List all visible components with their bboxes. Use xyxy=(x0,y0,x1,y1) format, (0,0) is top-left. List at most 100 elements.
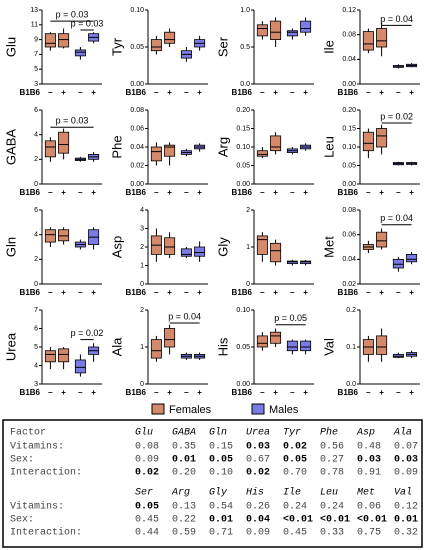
x-tick-label: + xyxy=(303,188,308,197)
table-cell: 0.01 xyxy=(209,515,233,526)
table-cell: <0.01 xyxy=(357,515,387,526)
y-axis-title: Gln xyxy=(3,237,18,257)
box xyxy=(180,248,192,257)
x-tick-label: + xyxy=(197,188,202,197)
x-tick-label: – xyxy=(366,288,371,297)
y-tick-label: 0.20 xyxy=(342,107,356,114)
box xyxy=(58,229,70,242)
box xyxy=(362,131,374,152)
table-cell: 0.07 xyxy=(394,442,418,453)
y-tick-label: 5 xyxy=(34,66,38,73)
y-tick-label: 1 xyxy=(140,344,144,351)
x-tick-label: + xyxy=(303,288,308,297)
y-tick-label: 0 xyxy=(34,181,38,188)
p-value: p = 0.04 xyxy=(168,311,201,321)
box xyxy=(300,340,312,352)
y-tick-label: 3 xyxy=(140,225,144,232)
row-label: Sex: xyxy=(10,455,34,466)
table-cell: 0.24 xyxy=(320,502,344,513)
y-tick-label: 6 xyxy=(34,107,38,114)
y-tick-label: 0.06 xyxy=(342,232,356,239)
table-cell: 0.27 xyxy=(320,455,344,466)
x-tick-label: – xyxy=(396,88,401,97)
legend-label: Females xyxy=(169,404,212,416)
y-tick-label: 0.00 xyxy=(130,181,144,188)
x-tick-label: + xyxy=(273,88,278,97)
y-tick-label: 5 xyxy=(34,344,38,351)
x-tick-label: + xyxy=(379,288,384,297)
y-tick-label: 0.10 xyxy=(130,7,144,14)
table-cell: 0.54 xyxy=(209,502,233,513)
table-header: Val xyxy=(394,487,412,499)
x-tick-label: – xyxy=(154,188,159,197)
box xyxy=(150,339,162,359)
box xyxy=(300,260,312,265)
y-tick-label: 0.08 xyxy=(342,32,356,39)
p-value: p = 0.03 xyxy=(71,18,104,28)
y-axis-title: Phe xyxy=(109,135,124,158)
y-tick-label: 2 xyxy=(34,156,38,163)
box xyxy=(376,335,388,355)
table-cell: 0.08 xyxy=(135,442,159,453)
x-tick-label: – xyxy=(154,288,159,297)
x-tick-label: – xyxy=(260,288,265,297)
box xyxy=(256,24,268,37)
x-tick-label: + xyxy=(61,288,66,297)
x-tick-label: – xyxy=(184,288,189,297)
table-header: Ala xyxy=(393,427,412,439)
row-label: Sex: xyxy=(10,515,34,526)
box xyxy=(286,260,298,265)
table-cell: 0.02 xyxy=(246,468,270,479)
row-label: Vitamins: xyxy=(10,441,64,453)
table-cell: 0.05 xyxy=(135,502,159,513)
y-tick-label: 2 xyxy=(140,307,144,314)
x-axis-title: B1B6 xyxy=(232,88,253,97)
p-value: p = 0.04 xyxy=(380,14,413,24)
y-tick-label: 0 xyxy=(34,281,38,288)
x-tick-label: + xyxy=(409,288,414,297)
x-tick-label: + xyxy=(303,88,308,97)
x-axis-title: B1B6 xyxy=(126,288,147,297)
x-tick-label: – xyxy=(260,188,265,197)
table-cell: 0.56 xyxy=(320,442,344,453)
table-cell: 0.04 xyxy=(246,515,270,526)
x-tick-label: + xyxy=(273,288,278,297)
y-tick-label: 0.0 xyxy=(240,81,250,88)
x-axis-title: B1B6 xyxy=(338,388,359,397)
table-cell: 0.24 xyxy=(283,502,307,513)
x-tick-label: – xyxy=(78,288,83,297)
x-axis-title: B1B6 xyxy=(232,388,253,397)
x-tick-label: + xyxy=(167,388,172,397)
table-header: Urea xyxy=(246,428,270,439)
box xyxy=(164,237,176,255)
x-tick-label: – xyxy=(366,188,371,197)
y-axis-title: Val xyxy=(321,338,336,356)
x-tick-label: + xyxy=(167,88,172,97)
y-axis-title: Asp xyxy=(109,236,124,258)
table-cell: 0.67 xyxy=(246,455,270,466)
x-tick-label: + xyxy=(91,388,96,397)
table-cell: 0.01 xyxy=(172,455,196,466)
table-header: Gln xyxy=(209,427,227,439)
table-cell: 0.09 xyxy=(394,468,418,479)
box xyxy=(256,335,268,348)
box xyxy=(256,150,268,157)
box xyxy=(406,253,418,263)
x-axis-title: B1B6 xyxy=(126,88,147,97)
y-axis-title: Tyr xyxy=(109,37,124,56)
table-header: Ile xyxy=(283,487,301,499)
x-tick-label: – xyxy=(366,88,371,97)
x-tick-label: + xyxy=(197,88,202,97)
y-axis-title: Arg xyxy=(215,137,230,157)
box xyxy=(286,340,298,352)
p-value: p = 0.04 xyxy=(380,213,413,223)
y-tick-label: 6 xyxy=(34,207,38,214)
box xyxy=(270,20,282,41)
x-axis-title: B1B6 xyxy=(232,188,253,197)
y-tick-label: 4 xyxy=(34,362,38,369)
y-tick-label: 0.00 xyxy=(342,81,356,88)
x-tick-label: – xyxy=(290,188,295,197)
x-tick-label: – xyxy=(184,188,189,197)
box xyxy=(376,231,388,248)
table-cell: 0.09 xyxy=(246,528,270,539)
